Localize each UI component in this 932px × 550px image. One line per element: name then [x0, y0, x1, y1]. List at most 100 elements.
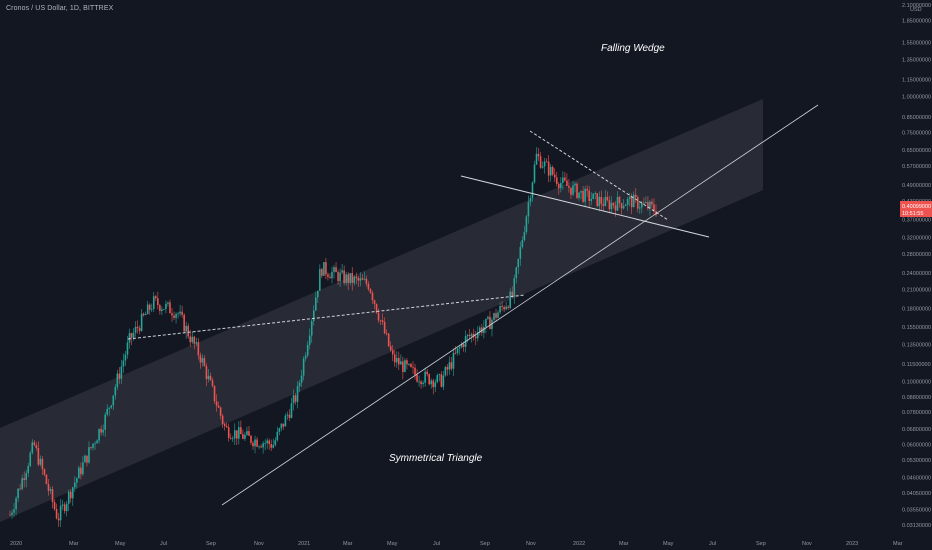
price-tick-label: 0.32000000 [902, 236, 931, 242]
candle-body [189, 336, 192, 343]
candle-body [126, 342, 129, 355]
candle-body [491, 319, 493, 330]
candle-body [177, 313, 179, 315]
candle-body [404, 360, 406, 372]
candle-body [460, 343, 463, 348]
candle-body [527, 202, 530, 217]
candle-body [452, 352, 455, 369]
candle-body [112, 395, 115, 406]
wedge-dashed-line[interactable] [529, 130, 669, 221]
candle-body [641, 202, 643, 208]
candle-body [454, 352, 457, 354]
candle-body [242, 434, 244, 439]
candle-body [92, 443, 94, 448]
candle-body [167, 302, 169, 304]
candle-body [280, 423, 283, 429]
candle-body [442, 375, 445, 387]
candle-body [250, 435, 252, 443]
candle-body [181, 311, 183, 315]
candle-body [284, 415, 287, 427]
candle-body [564, 177, 566, 181]
candle-body [211, 380, 214, 386]
candle-body [610, 202, 613, 210]
price-tick-label: 0.18000000 [902, 307, 931, 313]
candle-body [260, 446, 262, 448]
candle-body [638, 207, 641, 209]
candle-body [23, 478, 25, 481]
candle-body [507, 306, 509, 308]
candle-body [651, 201, 653, 205]
candle-body [286, 414, 289, 416]
candle-body [90, 447, 92, 448]
candlestick-series [9, 147, 657, 527]
price-tick-label: 0.04050000 [902, 491, 931, 497]
candle-body [191, 336, 194, 343]
candle-body [501, 306, 503, 307]
candle-body [586, 188, 588, 191]
candle-body [300, 375, 303, 383]
candle-body [65, 503, 68, 512]
time-tick-label: Jul [709, 541, 716, 547]
candle-body [146, 304, 149, 315]
candle-body [584, 188, 586, 202]
time-axis[interactable]: 2020 Mar May Jul Sep Nov 2021 Mar May Jul Sep Nov 20… [10, 541, 903, 547]
price-tick-label: 1.35000000 [902, 58, 931, 64]
candle-body [335, 267, 337, 273]
candle-body [266, 440, 268, 444]
candle-body [290, 403, 293, 418]
candle-body [240, 427, 242, 435]
candle-body [252, 442, 254, 447]
candle-body [33, 442, 36, 446]
candle-body [414, 367, 416, 375]
candle-body [539, 156, 542, 168]
price-tick-label: 0.57000000 [902, 164, 931, 170]
neckline-dashed[interactable] [127, 294, 526, 340]
candle-body [13, 509, 15, 513]
time-tick-label: 2022 [573, 541, 585, 547]
candle-body [560, 183, 562, 189]
candle-body [580, 190, 582, 193]
candle-body [450, 362, 453, 369]
candle-body [389, 346, 392, 351]
candle-body [489, 316, 491, 330]
candle-body [438, 374, 441, 376]
candle-body [98, 428, 100, 441]
candle-body [53, 502, 56, 509]
candle-body [647, 202, 649, 209]
price-axis[interactable]: 2.10000000 1.85000000 1.55000000 1.35000000… [902, 3, 931, 529]
candle-body [221, 415, 224, 425]
candle-body [308, 335, 311, 345]
candle-body [78, 467, 80, 479]
price-tick-label: 0.28000000 [902, 252, 931, 258]
price-tick-label: 0.03130000 [902, 523, 931, 529]
candle-body [420, 381, 422, 385]
candle-body [570, 187, 572, 195]
candle-body [535, 153, 538, 165]
candle-body [557, 183, 560, 189]
candle-body [298, 382, 301, 387]
candle-body [227, 427, 230, 439]
current-price-label: 0.40099000 [902, 204, 931, 210]
time-tick-label: May [387, 541, 398, 547]
candle-body [418, 381, 420, 383]
price-tick-label: 1.00000000 [902, 95, 931, 101]
candle-body [511, 291, 514, 297]
time-tick-label: Jul [433, 541, 440, 547]
candle-body [150, 308, 153, 310]
triangle-support-line[interactable] [221, 104, 819, 506]
price-tick-label: 0.06800000 [902, 427, 931, 433]
candle-body [547, 161, 550, 176]
candle-body [321, 269, 323, 276]
candle-body [377, 312, 380, 321]
time-tick-label: Sep [206, 541, 216, 547]
candle-body [448, 362, 451, 370]
candle-body [207, 375, 210, 380]
falling-wedge-upper-line[interactable] [460, 175, 710, 238]
candle-body [274, 440, 277, 445]
candle-body [302, 358, 305, 376]
candle-body [96, 440, 98, 444]
candle-body [104, 414, 106, 430]
candle-body [391, 350, 394, 355]
candle-body [327, 274, 329, 277]
